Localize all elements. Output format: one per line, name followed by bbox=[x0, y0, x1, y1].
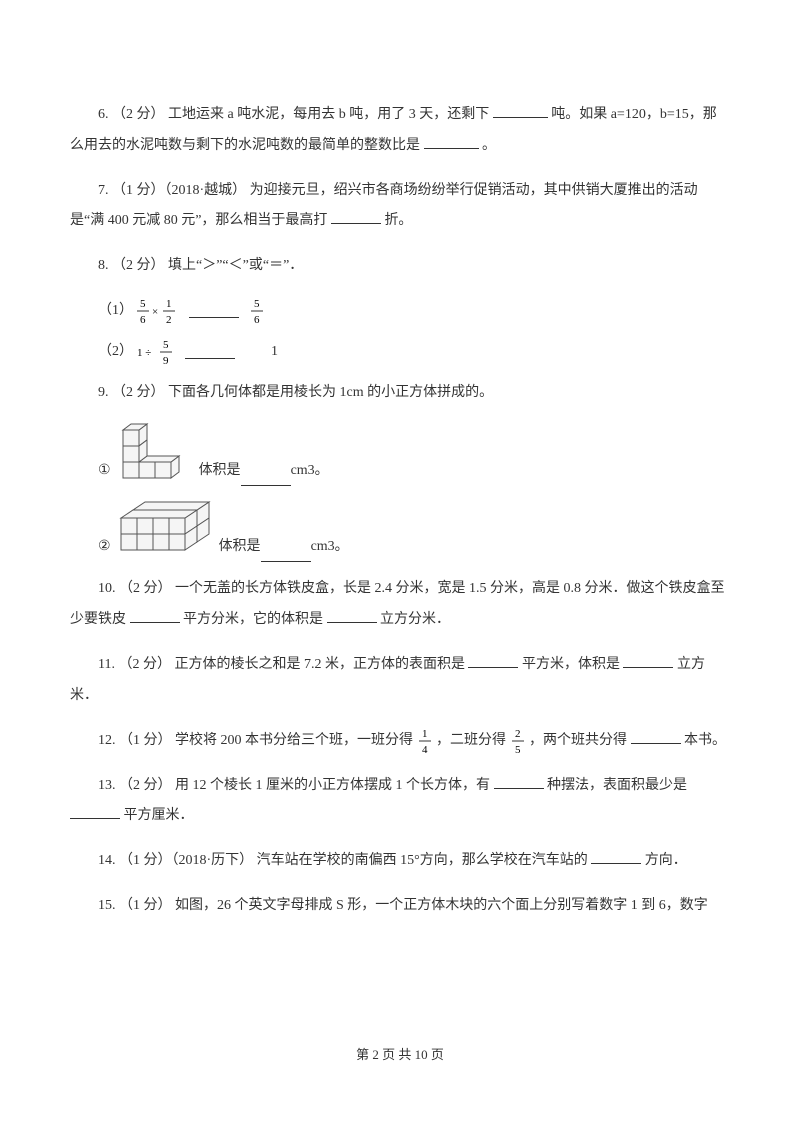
question-8: 8. （2 分） 填上“＞”“＜”或“＝”． bbox=[70, 251, 730, 282]
q11-blank1[interactable] bbox=[468, 654, 518, 668]
q6-num: 6. bbox=[98, 107, 112, 122]
q14-text2: 方向． bbox=[645, 853, 687, 868]
svg-text:×: × bbox=[152, 306, 158, 318]
svg-text:6: 6 bbox=[140, 314, 146, 326]
question-6: 6. （2 分） 工地运来 a 吨水泥，每用去 b 吨，用了 3 天，还剩下 吨… bbox=[70, 100, 730, 162]
q9-vol2: 体积是 bbox=[219, 532, 261, 563]
q8-s2-right: 1 bbox=[243, 337, 278, 368]
fraction-5-6: 5 6 bbox=[249, 296, 265, 326]
question-9: 9. （2 分） 下面各几何体都是用棱长为 1cm 的小正方体拼成的。 bbox=[70, 378, 730, 409]
q15-num: 15. （1 分） bbox=[98, 898, 175, 913]
q12-text2: ，二班分得 bbox=[436, 733, 510, 748]
q10-text3: 立方分米． bbox=[380, 612, 450, 627]
svg-text:5: 5 bbox=[140, 298, 146, 310]
q9-unit1: cm3。 bbox=[291, 456, 329, 487]
q9-unit2: cm3。 bbox=[311, 532, 349, 563]
one-div-5-9: 1 ÷ 5 9 bbox=[135, 337, 175, 367]
question-13: 13. （2 分） 用 12 个棱长 1 厘米的小正方体摆成 1 个长方体，有 … bbox=[70, 771, 730, 833]
q13-text2: 种摆法，表面积最少是 bbox=[547, 778, 687, 793]
q13-num: 13. （2 分） bbox=[98, 778, 175, 793]
q6-text1: 工地运来 a 吨水泥，每用去 b 吨，用了 3 天，还剩下 bbox=[168, 107, 489, 122]
svg-text:6: 6 bbox=[254, 314, 260, 326]
question-11: 11. （2 分） 正方体的棱长之和是 7.2 米，正方体的表面积是 平方米，体… bbox=[70, 650, 730, 712]
svg-text:2: 2 bbox=[515, 728, 521, 740]
q9-shape2-row: ② 体积是 cm3。 bbox=[98, 498, 730, 562]
cube-shape-2 bbox=[115, 498, 215, 562]
q10-blank2[interactable] bbox=[327, 609, 377, 623]
q8-sub1: （1） 5 6 × 1 2 5 6 bbox=[70, 296, 730, 327]
q7-num: 7. （1 分）（2018·越城） bbox=[98, 183, 246, 198]
q7-text2: 折。 bbox=[384, 213, 412, 228]
q9-vol1: 体积是 bbox=[199, 456, 241, 487]
q12-text1: 学校将 200 本书分给三个班，一班分得 bbox=[175, 733, 417, 748]
q9-num: 9. （2 分） 下面各几何体都是用棱长为 1cm 的小正方体拼成的。 bbox=[98, 385, 493, 400]
svg-text:4: 4 bbox=[422, 744, 428, 756]
q9-blank1[interactable] bbox=[241, 472, 291, 486]
q10-blank1[interactable] bbox=[130, 609, 180, 623]
question-12: 12. （1 分） 学校将 200 本书分给三个班，一班分得 1 4 ，二班分得… bbox=[70, 726, 730, 757]
q13-text1: 用 12 个棱长 1 厘米的小正方体摆成 1 个长方体，有 bbox=[175, 778, 490, 793]
q13-text3: 平方厘米． bbox=[124, 808, 194, 823]
q15-text1: 如图，26 个英文字母排成 S 形，一个正方体木块的六个面上分别写着数字 1 到… bbox=[175, 898, 708, 913]
q12-text3: ，两个班共分得 bbox=[529, 733, 627, 748]
q8-s2-label: （2） bbox=[70, 337, 133, 368]
q11-blank2[interactable] bbox=[623, 654, 673, 668]
q9-l1: ① bbox=[98, 456, 111, 487]
q8-s1-label: （1） bbox=[70, 296, 133, 327]
q9-shape1-row: ① 体积是 cm3。 bbox=[98, 422, 730, 486]
q14-num: 14. （1 分）（2018·历下） bbox=[98, 853, 253, 868]
q12-blank[interactable] bbox=[631, 730, 681, 744]
q8-num: 8. （2 分） 填上“＞”“＜”或“＝”． bbox=[98, 258, 303, 273]
q9-l2: ② bbox=[98, 532, 111, 563]
fraction-2-5: 2 5 bbox=[510, 726, 526, 756]
q6-blank2[interactable] bbox=[424, 135, 479, 149]
q12-text4: 本书。 bbox=[684, 733, 726, 748]
q6-blank1[interactable] bbox=[493, 104, 548, 118]
q11-text2: 平方米，体积是 bbox=[522, 657, 620, 672]
q8-s1-blank[interactable] bbox=[189, 304, 239, 318]
svg-text:1: 1 bbox=[422, 728, 428, 740]
question-15: 15. （1 分） 如图，26 个英文字母排成 S 形，一个正方体木块的六个面上… bbox=[70, 891, 730, 922]
q11-num: 11. （2 分） bbox=[98, 657, 174, 672]
svg-text:5: 5 bbox=[254, 298, 260, 310]
q7-blank[interactable] bbox=[331, 210, 381, 224]
q9-blank2[interactable] bbox=[261, 548, 311, 562]
q6-text3: 。 bbox=[482, 138, 496, 153]
q10-text2: 平方分米，它的体积是 bbox=[183, 612, 323, 627]
svg-text:1 ÷: 1 ÷ bbox=[137, 347, 151, 359]
q13-blank1[interactable] bbox=[494, 775, 544, 789]
q8-s2-blank[interactable] bbox=[185, 345, 235, 359]
svg-text:5: 5 bbox=[163, 339, 169, 351]
page-footer: 第 2 页 共 10 页 bbox=[70, 1041, 730, 1070]
question-14: 14. （1 分）（2018·历下） 汽车站在学校的南偏西 15°方向，那么学校… bbox=[70, 846, 730, 877]
question-10: 10. （2 分） 一个无盖的长方体铁皮盒，长是 2.4 分米，宽是 1.5 分… bbox=[70, 574, 730, 636]
q14-blank[interactable] bbox=[591, 850, 641, 864]
cube-shape-1 bbox=[115, 422, 195, 486]
fraction-1-4: 1 4 bbox=[417, 726, 433, 756]
fraction-5-6-times-1-2: 5 6 × 1 2 bbox=[135, 296, 179, 326]
q8-sub2: （2） 1 ÷ 5 9 1 bbox=[70, 337, 730, 368]
q10-num: 10. （2 分） bbox=[98, 581, 175, 596]
svg-text:1: 1 bbox=[166, 298, 172, 310]
q11-text1: 正方体的棱长之和是 7.2 米，正方体的表面积是 bbox=[174, 657, 465, 672]
svg-text:2: 2 bbox=[166, 314, 172, 326]
svg-text:9: 9 bbox=[163, 355, 169, 367]
q6-pts: （2 分） bbox=[112, 107, 165, 122]
question-7: 7. （1 分）（2018·越城） 为迎接元旦，绍兴市各商场纷纷举行促销活动，其… bbox=[70, 176, 730, 238]
q14-text1: 汽车站在学校的南偏西 15°方向，那么学校在汽车站的 bbox=[257, 853, 588, 868]
q13-blank2[interactable] bbox=[70, 805, 120, 819]
q12-num: 12. （1 分） bbox=[98, 733, 175, 748]
svg-text:5: 5 bbox=[515, 744, 521, 756]
